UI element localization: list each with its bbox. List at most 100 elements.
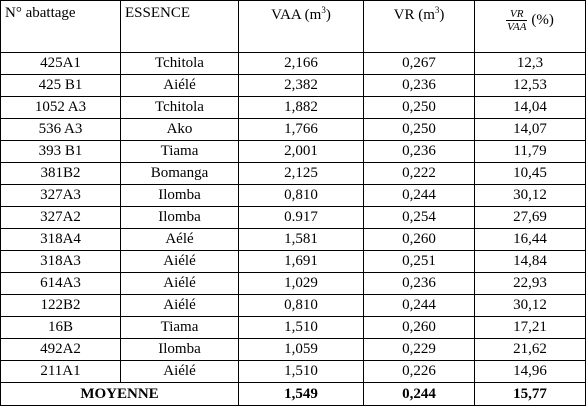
cell-n-abattage: 393 B1: [0, 140, 121, 163]
footer-label: MOYENNE: [0, 382, 239, 406]
table-row: 327A2 Ilomba 0.917 0,254 27,69: [0, 206, 586, 229]
cell-vr: 0,260: [363, 316, 475, 339]
cell-vaa: 1,766: [238, 118, 364, 141]
table-row: 492A2 Ilomba 1,059 0,229 21,62: [0, 338, 586, 361]
cell-vr: 0,236: [363, 272, 475, 295]
cell-vr: 0,244: [363, 184, 475, 207]
cell-vr: 0,236: [363, 140, 475, 163]
cell-vr: 0,267: [363, 52, 475, 75]
cell-essence: Aiélé: [120, 294, 239, 317]
footer-vaa: 1,549: [238, 382, 364, 406]
cell-vr: 0,250: [363, 118, 475, 141]
header-vr: VR (m3): [363, 0, 475, 53]
table-row: 614A3 Aiélé 1,029 0,236 22,93: [0, 272, 586, 295]
cell-vr: 0,236: [363, 74, 475, 97]
cell-essence: Aélé: [120, 228, 239, 251]
cell-ratio: 14,96: [474, 360, 586, 383]
cell-vaa: 2,166: [238, 52, 364, 75]
cell-vaa: 0.917: [238, 206, 364, 229]
cell-vaa: 1,059: [238, 338, 364, 361]
cell-vr: 0,260: [363, 228, 475, 251]
header-vaa-exponent: 3: [321, 5, 326, 15]
header-essence: ESSENCE: [120, 0, 239, 53]
cell-n-abattage: 536 A3: [0, 118, 121, 141]
cell-essence: Ilomba: [120, 338, 239, 361]
cell-n-abattage: 492A2: [0, 338, 121, 361]
cell-ratio: 30,12: [474, 184, 586, 207]
cell-essence: Aiélé: [120, 74, 239, 97]
header-ratio: VR VAA (%): [474, 0, 586, 53]
table-row: 318A3 Aiélé 1,691 0,251 14,84: [0, 250, 586, 273]
cell-vaa: 1,691: [238, 250, 364, 273]
header-n-abattage: N° abattage: [0, 0, 121, 53]
cell-vaa: 1,510: [238, 316, 364, 339]
cell-essence: Aiélé: [120, 272, 239, 295]
cell-essence: Ako: [120, 118, 239, 141]
cell-ratio: 11,79: [474, 140, 586, 163]
footer-row: MOYENNE 1,549 0,244 15,77: [0, 382, 586, 406]
cell-vaa: 1,581: [238, 228, 364, 251]
cell-essence: Aiélé: [120, 250, 239, 273]
cell-vr: 0,229: [363, 338, 475, 361]
cell-vr: 0,222: [363, 162, 475, 185]
cell-n-abattage: 327A3: [0, 184, 121, 207]
cell-ratio: 21,62: [474, 338, 586, 361]
cell-essence: Aiélé: [120, 360, 239, 383]
cell-essence: Ilomba: [120, 184, 239, 207]
header-vr-close: ): [439, 7, 445, 23]
cell-ratio: 12,3: [474, 52, 586, 75]
table-header: N° abattage ESSENCE VAA (m3) VR (m3) VR …: [0, 0, 586, 53]
header-vaa-label: VAA (m: [271, 7, 322, 23]
cell-vr: 0,244: [363, 294, 475, 317]
cell-n-abattage: 1052 A3: [0, 96, 121, 119]
header-essence-text: ESSENCE: [125, 5, 191, 21]
table-row: 327A3 Ilomba 0,810 0,244 30,12: [0, 184, 586, 207]
table-footer: MOYENNE 1,549 0,244 15,77: [0, 382, 586, 406]
cell-ratio: 17,21: [474, 316, 586, 339]
header-vaa: VAA (m3): [238, 0, 364, 53]
table-row: 16B Tiama 1,510 0,260 17,21: [0, 316, 586, 339]
table-row: 536 A3 Ako 1,766 0,250 14,07: [0, 118, 586, 141]
cell-essence: Ilomba: [120, 206, 239, 229]
header-vr-exponent: 3: [434, 5, 440, 15]
cell-n-abattage: 211A1: [0, 360, 121, 383]
footer-vr: 0,244: [363, 382, 475, 406]
cell-ratio: 10,45: [474, 162, 586, 185]
header-vr-label: VR (m: [393, 7, 435, 23]
cell-ratio: 16,44: [474, 228, 586, 251]
ratio-numerator: VR: [506, 8, 528, 21]
cell-essence: Tiama: [120, 316, 239, 339]
cell-ratio: 14,07: [474, 118, 586, 141]
cell-ratio: 12,53: [474, 74, 586, 97]
cell-vaa: 0,810: [238, 294, 364, 317]
cell-n-abattage: 425 B1: [0, 74, 121, 97]
ratio-unit: (%): [531, 12, 554, 28]
cell-vaa: 1,510: [238, 360, 364, 383]
cell-vaa: 1,029: [238, 272, 364, 295]
table-body: 425A1 Tchitola 2,166 0,267 12,3 425 B1 Aiélé 2,…: [0, 52, 586, 383]
cell-vaa: 1,882: [238, 96, 364, 119]
cell-ratio: 14,04: [474, 96, 586, 119]
table-row: 425 B1 Aiélé 2,382 0,236 12,53: [0, 74, 586, 97]
cell-vaa: 2,125: [238, 162, 364, 185]
cell-n-abattage: 381B2: [0, 162, 121, 185]
cell-vr: 0,226: [363, 360, 475, 383]
table-row: 318A4 Aélé 1,581 0,260 16,44: [0, 228, 586, 251]
cell-n-abattage: 16B: [0, 316, 121, 339]
table-row: 211A1 Aiélé 1,510 0,226 14,96: [0, 360, 586, 383]
header-ratio-group: VR VAA (%): [506, 8, 554, 33]
header-row: N° abattage ESSENCE VAA (m3) VR (m3) VR …: [0, 0, 586, 53]
table-row: 425A1 Tchitola 2,166 0,267 12,3: [0, 52, 586, 75]
ratio-denominator: VAA: [507, 21, 527, 33]
cell-essence: Tchitola: [120, 52, 239, 75]
cell-vr: 0,250: [363, 96, 475, 119]
cell-ratio: 22,93: [474, 272, 586, 295]
table-row: 381B2 Bomanga 2,125 0,222 10,45: [0, 162, 586, 185]
cell-n-abattage: 327A2: [0, 206, 121, 229]
header-vaa-close: ): [325, 7, 331, 23]
table-row: 1052 A3 Tchitola 1,882 0,250 14,04: [0, 96, 586, 119]
ratio-fraction: VR VAA: [506, 8, 528, 33]
cell-n-abattage: 318A4: [0, 228, 121, 251]
